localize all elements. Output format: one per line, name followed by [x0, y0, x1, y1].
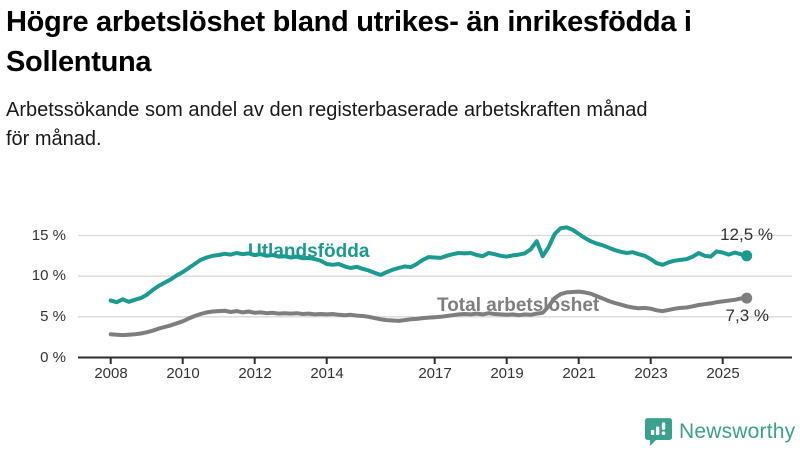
- x-tick-label: 2014: [310, 365, 344, 382]
- x-tick-label: 2017: [418, 365, 452, 382]
- newsworthy-wordmark: Newsworthy: [679, 420, 796, 443]
- series-label-total-arbetsloshet: Total arbetslöshet: [437, 295, 600, 316]
- x-tick-label: 2023: [634, 365, 668, 382]
- x-tick-label: 2019: [490, 365, 524, 382]
- y-tick-label: 15 %: [31, 227, 66, 244]
- x-tick-label: 2008: [94, 365, 128, 382]
- x-tick-label: 2010: [166, 365, 200, 382]
- x-tick-label: 2025: [706, 365, 740, 382]
- chart-header: Högre arbetslöshet bland utrikes- än inr…: [6, 0, 794, 154]
- x-tick-label: 2021: [562, 365, 596, 382]
- chart-subtitle-line1: Arbetssökande som andel av den registerb…: [6, 99, 648, 121]
- chart-subtitle-line2: för månad.: [6, 128, 102, 150]
- series-line-total-arbetsloshet: [108, 289, 749, 338]
- chart-subtitle: Arbetssökande som andel av den registerb…: [6, 96, 794, 154]
- series-end-dot-total-arbetsloshet: [741, 292, 753, 304]
- series-label-utlandsfodda: Utlandsfödda: [248, 241, 370, 262]
- newsworthy-icon: [645, 418, 672, 446]
- series-line-utlandsfodda: [108, 225, 749, 305]
- y-tick-label: 0 %: [40, 349, 66, 366]
- end-value-label-total-arbetsloshet: 7,3 %: [725, 306, 769, 325]
- y-tick-label: 10 %: [31, 267, 66, 284]
- newsworthy-logo[interactable]: Newsworthy: [645, 418, 795, 446]
- page-title: Högre arbetslöshet bland utrikes- än inr…: [6, 2, 794, 82]
- end-value-label-utlandsfodda: 12,5 %: [720, 225, 773, 244]
- page-title-line1: Högre arbetslöshet bland utrikes- än inr…: [6, 6, 692, 38]
- series-end-dot-utlandsfodda: [741, 250, 753, 262]
- x-tick-label: 2012: [238, 365, 272, 382]
- page-title-line2: Sollentuna: [6, 46, 152, 78]
- y-tick-label: 5 %: [40, 308, 66, 325]
